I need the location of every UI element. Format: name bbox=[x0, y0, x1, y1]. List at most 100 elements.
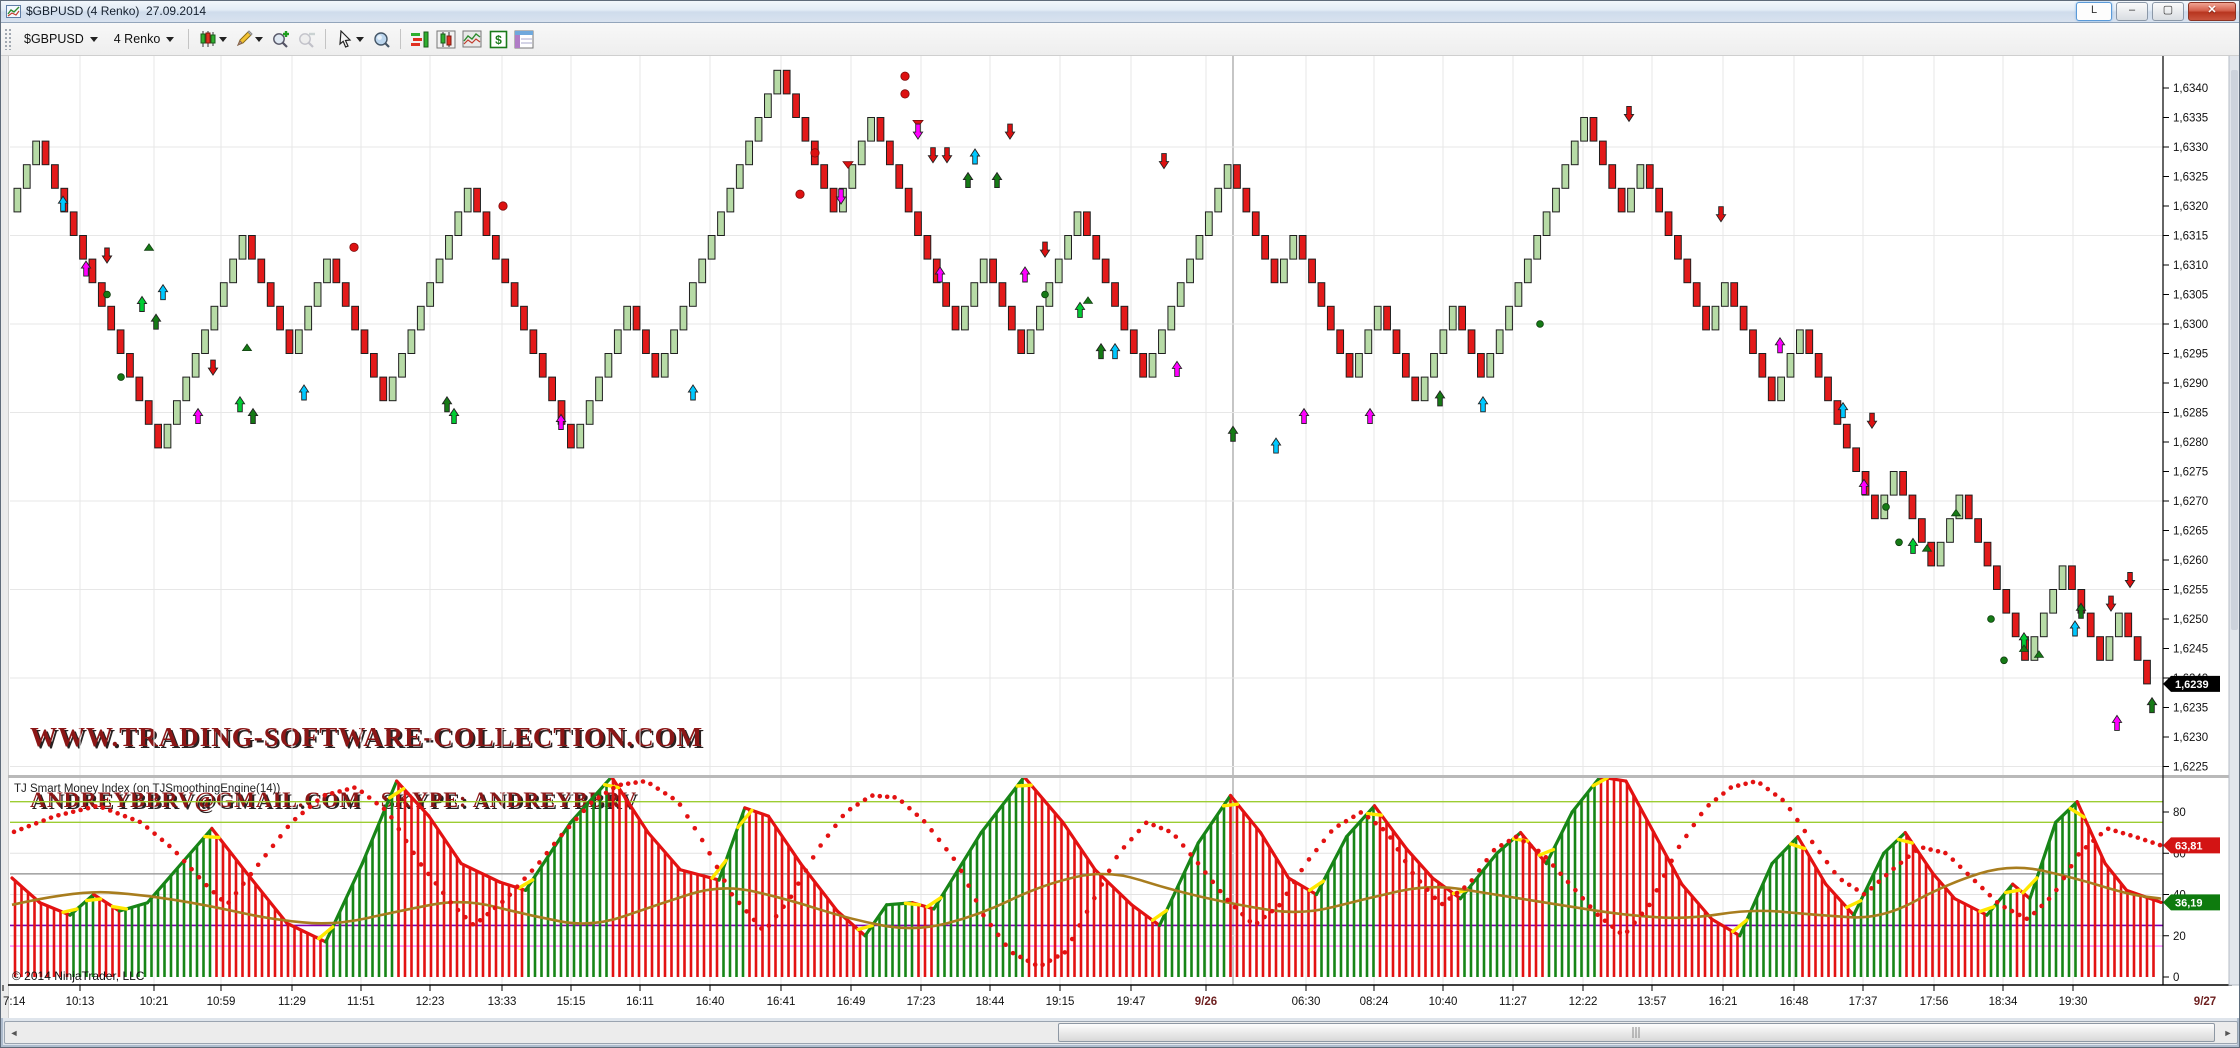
account-button[interactable]: $ bbox=[485, 27, 511, 51]
green-dot bbox=[2000, 656, 2008, 665]
horizontal-scrollbar[interactable]: ◄ ► bbox=[4, 1021, 2238, 1044]
pencil-icon bbox=[237, 30, 254, 47]
time-label: 10:13 bbox=[66, 996, 95, 1008]
chart-style-button[interactable] bbox=[195, 27, 231, 51]
crosshair-button[interactable] bbox=[368, 27, 394, 51]
minimize-button[interactable]: ‒ bbox=[2116, 2, 2148, 21]
scrollbar-thumb[interactable] bbox=[1058, 1023, 2215, 1042]
indicator-panel[interactable]: TJ Smart Money Index (on TJSmoothingEngi… bbox=[10, 775, 2163, 983]
chart-app-icon bbox=[6, 4, 21, 18]
red-down-arrow bbox=[1866, 412, 1878, 430]
chevron-down-icon bbox=[255, 36, 264, 42]
window-title: $GBPUSD (4 Renko) 27.09.2014 bbox=[26, 4, 207, 18]
time-label: 08:24 bbox=[1360, 996, 1389, 1008]
svg-text:1,6235: 1,6235 bbox=[2173, 703, 2208, 715]
indicator-label: TJ Smart Money Index (on TJSmoothingEngi… bbox=[14, 783, 280, 795]
link-button[interactable]: L bbox=[2076, 2, 2112, 21]
time-label: 16:11 bbox=[626, 996, 654, 1008]
time-label: 11:27 bbox=[1499, 996, 1527, 1008]
chart-trader-button[interactable] bbox=[433, 27, 459, 51]
magenta-up-arrow bbox=[1298, 407, 1310, 425]
cursor-button[interactable] bbox=[332, 27, 368, 51]
zoom-out-button[interactable] bbox=[293, 27, 319, 51]
close-button[interactable]: ✕ bbox=[2188, 2, 2236, 21]
magenta-up-arrow bbox=[555, 413, 567, 430]
red-down-arrow bbox=[1039, 241, 1051, 258]
svg-text:1,6320: 1,6320 bbox=[2173, 201, 2208, 213]
price-panel[interactable] bbox=[13, 69, 2151, 685]
green-dot bbox=[1536, 320, 1544, 328]
time-label: 19:30 bbox=[2059, 996, 2088, 1008]
red-down-arrow bbox=[927, 147, 939, 164]
darkgreen-up-arrow bbox=[1227, 425, 1239, 442]
darkgreen-up-arrow bbox=[247, 407, 259, 425]
dotted-line-value-badge bbox=[2163, 837, 2220, 854]
time-label: 10:21 bbox=[140, 996, 169, 1008]
svg-text:1,6255: 1,6255 bbox=[2173, 585, 2208, 597]
darkgreen-triangle-up bbox=[241, 343, 253, 351]
time-label: 16:21 bbox=[1709, 996, 1738, 1008]
watermark-line1: WWW.TRADING-SOFTWARE-COLLECTION.COM bbox=[30, 721, 704, 752]
mini-chart-icon bbox=[462, 30, 482, 48]
red-down-arrow bbox=[101, 247, 113, 264]
chevron-down-icon bbox=[219, 36, 228, 42]
time-axis[interactable]: 7:14 10:13 10:21 10:59 11:29 11:51 12:23 13:33 1… bbox=[2, 985, 2216, 1008]
red-down-arrow bbox=[1004, 123, 1016, 140]
darkgreen-up-arrow bbox=[1095, 342, 1107, 360]
time-label: 16:48 bbox=[1780, 996, 1809, 1008]
darkgreen-triangle-up bbox=[1082, 296, 1094, 304]
red-down-arrow bbox=[207, 359, 219, 376]
last-price-badge bbox=[2163, 675, 2220, 692]
red-dot bbox=[498, 201, 508, 211]
cyan-up-arrow bbox=[2069, 620, 2081, 637]
time-label: 12:22 bbox=[1569, 996, 1598, 1008]
crosshair-magnifier-icon bbox=[374, 31, 390, 48]
darkgreen-up-arrow bbox=[1434, 390, 1446, 407]
magenta-up-arrow bbox=[1858, 478, 1870, 495]
svg-text:1,6310: 1,6310 bbox=[2173, 260, 2208, 272]
cursor-icon bbox=[339, 30, 352, 48]
title-bar[interactable]: $GBPUSD (4 Renko) 27.09.2014 L ‒ ▢ ✕ bbox=[0, 0, 2240, 23]
toolbar-grip[interactable] bbox=[4, 28, 12, 50]
superdom-button[interactable] bbox=[407, 27, 433, 51]
darkgreen-up-arrow bbox=[991, 171, 1003, 189]
time-label: 16:41 bbox=[767, 996, 796, 1008]
svg-text:80: 80 bbox=[2173, 807, 2186, 819]
cyan-up-arrow bbox=[1270, 437, 1282, 454]
data-grid-button[interactable] bbox=[511, 27, 537, 51]
time-label: 10:40 bbox=[1429, 996, 1458, 1008]
watermark: WWW.TRADING-SOFTWARE-COLLECTION.COM ANDR… bbox=[30, 686, 703, 848]
watermark-line2: ANDREYBBRV@GMAIL.COM SKYPE: ANDREYBBRV bbox=[30, 786, 638, 812]
time-label: 17:23 bbox=[907, 996, 936, 1008]
panel-divider bbox=[8, 775, 2232, 778]
value-badges: 1,6239 63,81 36,19 bbox=[2163, 675, 2220, 911]
cyan-up-arrow bbox=[1837, 401, 1849, 419]
indicators-button[interactable] bbox=[459, 27, 485, 51]
toolbar-separator bbox=[188, 29, 190, 49]
red-triangle-down bbox=[842, 161, 854, 169]
axes[interactable]: 1,6340 1,6335 1,6330 1,6325 1,6320 1,6315 1,63… bbox=[8, 54, 2240, 986]
zoom-in-icon bbox=[272, 30, 289, 48]
period-selector[interactable]: 4 Renko bbox=[106, 28, 183, 50]
svg-text:1,6300: 1,6300 bbox=[2173, 319, 2208, 331]
zoom-out-icon bbox=[298, 32, 315, 48]
svg-text:1,6290: 1,6290 bbox=[2173, 378, 2208, 390]
darkgreen-triangle-up bbox=[2033, 650, 2045, 658]
magenta-up-arrow bbox=[1774, 336, 1786, 354]
time-label: 12:23 bbox=[416, 996, 445, 1008]
maximize-button[interactable]: ▢ bbox=[2152, 2, 2184, 21]
svg-text:1,6275: 1,6275 bbox=[2173, 467, 2208, 479]
cyan-up-arrow bbox=[969, 148, 981, 165]
smi-smooth-line bbox=[11, 866, 2162, 930]
scroll-left-arrow-icon[interactable]: ◄ bbox=[9, 1027, 19, 1038]
magenta-up-arrow bbox=[1364, 407, 1376, 425]
drawing-tools-button[interactable] bbox=[231, 27, 267, 51]
darkgreen-triangle-up bbox=[1950, 508, 1962, 517]
properties-window-icon bbox=[514, 30, 534, 48]
chevron-down-icon bbox=[355, 36, 364, 42]
zoom-in-button[interactable] bbox=[267, 27, 293, 51]
instrument-selector[interactable]: $GBPUSD bbox=[16, 28, 106, 50]
scroll-right-arrow-icon[interactable]: ► bbox=[2223, 1027, 2233, 1038]
darkgreen-up-arrow bbox=[2075, 602, 2087, 619]
